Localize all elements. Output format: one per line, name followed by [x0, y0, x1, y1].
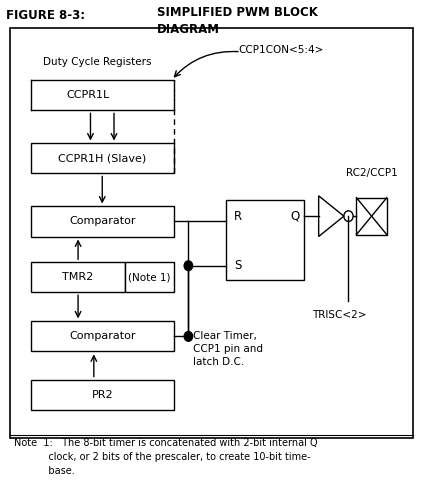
Text: Comparator: Comparator	[69, 217, 135, 226]
Text: CCPR1L: CCPR1L	[66, 90, 110, 101]
Text: Comparator: Comparator	[69, 331, 135, 342]
Text: S: S	[234, 259, 241, 272]
Text: CCPR1H (Slave): CCPR1H (Slave)	[58, 153, 146, 163]
Text: Clear Timer,
CCP1 pin and
latch D.C.: Clear Timer, CCP1 pin and latch D.C.	[192, 331, 263, 367]
Bar	[10, 28, 413, 438]
Circle shape	[184, 261, 192, 271]
Text: (Note 1): (Note 1)	[128, 272, 171, 282]
Text: PR2: PR2	[91, 389, 113, 400]
Text: TMR2: TMR2	[63, 272, 94, 282]
Text: Q: Q	[291, 210, 300, 223]
Bar	[31, 380, 174, 409]
Bar	[31, 262, 125, 292]
Bar	[31, 322, 174, 351]
Text: Note  1:   The 8-bit timer is concatenated with 2-bit internal Q
           cloc: Note 1: The 8-bit timer is concatenated …	[14, 438, 318, 476]
Text: R: R	[234, 210, 242, 223]
Text: Duty Cycle Registers: Duty Cycle Registers	[44, 57, 152, 67]
Bar	[31, 206, 174, 237]
Circle shape	[184, 331, 192, 341]
Text: RC2/CCP1: RC2/CCP1	[346, 168, 398, 179]
Text: CCP1CON<5:4>: CCP1CON<5:4>	[239, 45, 324, 55]
Bar	[31, 143, 174, 174]
Bar	[226, 200, 304, 280]
Text: FIGURE 8-3:: FIGURE 8-3:	[5, 9, 85, 21]
Text: SIMPLIFIED PWM BLOCK
DIAGRAM: SIMPLIFIED PWM BLOCK DIAGRAM	[157, 6, 318, 36]
Text: TRISC<2>: TRISC<2>	[312, 310, 366, 320]
Bar	[125, 262, 174, 292]
Bar	[357, 198, 387, 235]
